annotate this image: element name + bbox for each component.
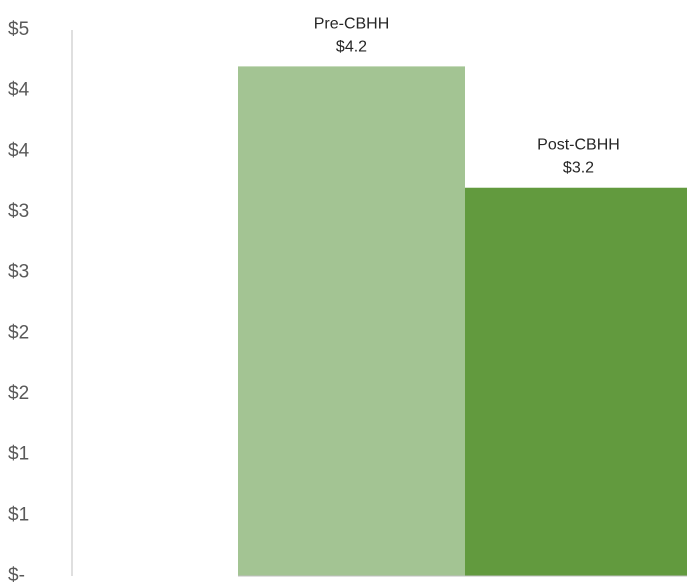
y-tick-label: $3: [8, 201, 29, 222]
bar: [238, 66, 465, 577]
bar-category-label: Post-CBHH: [537, 137, 620, 154]
y-tick-label: $5: [8, 19, 29, 40]
bar-value-label: $4.2: [336, 38, 367, 55]
bar-category-label: Pre-CBHH: [314, 15, 390, 32]
y-tick-label: $2: [8, 322, 29, 343]
y-tick-label: $4: [8, 140, 30, 161]
y-tick-label: $4: [8, 80, 30, 101]
bar-value-label: $3.2: [563, 160, 594, 177]
data-labels-group: Pre-CBHH $4.2 Post-CBHH $3.2: [314, 15, 620, 176]
y-tick-label: $-: [8, 565, 25, 584]
bars-group: [238, 66, 687, 577]
y-tick-label: $1: [8, 504, 29, 525]
y-tick-label: $3: [8, 262, 29, 283]
bar: [465, 187, 687, 576]
y-axis-tick-labels: $- $1 $1 $2 $2 $3 $3 $4 $4 $5: [8, 19, 30, 584]
y-tick-label: $1: [8, 444, 29, 465]
y-tick-label: $2: [8, 383, 29, 404]
